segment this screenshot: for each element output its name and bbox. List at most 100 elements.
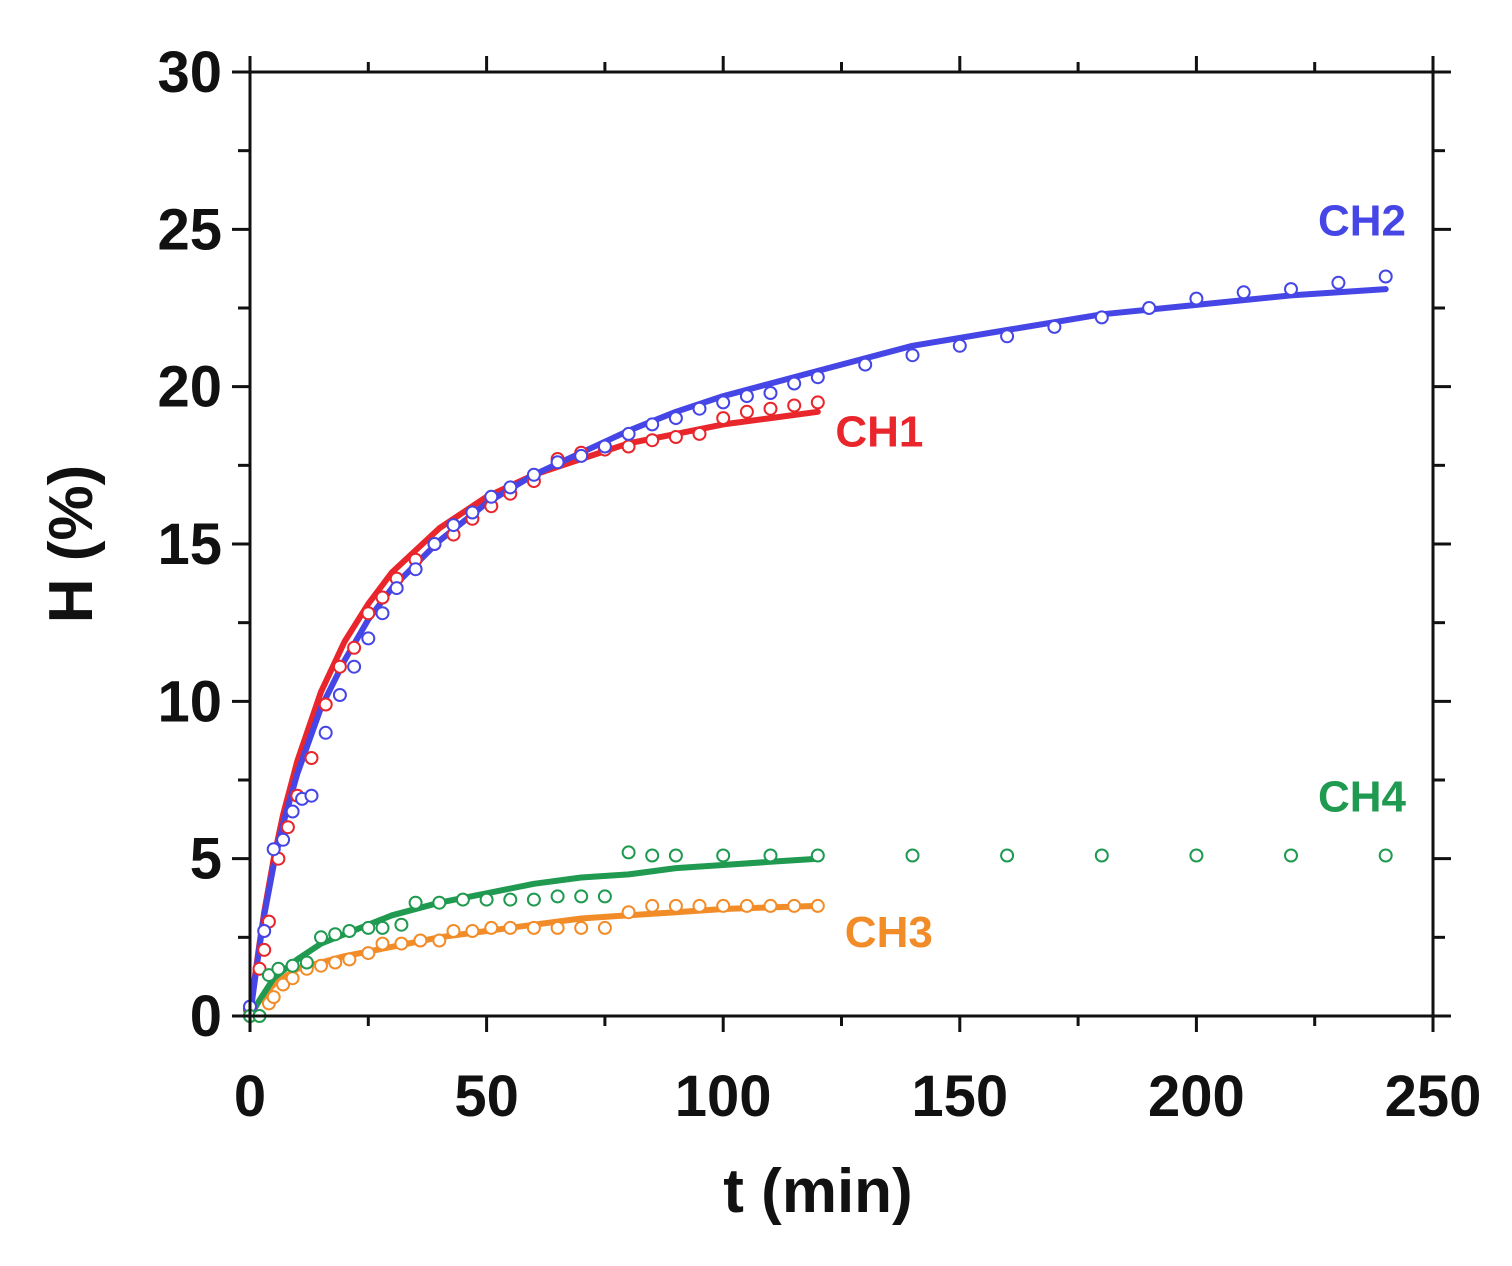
data-point-ch1	[361, 606, 376, 621]
data-point-ch4	[645, 848, 660, 863]
data-point-ch3	[484, 920, 499, 935]
data-point-ch2	[347, 659, 362, 674]
data-point-ch1	[318, 697, 333, 712]
data-point-ch3	[716, 898, 731, 913]
data-point-ch1	[763, 401, 778, 416]
data-point-ch3	[645, 898, 660, 913]
data-point-ch2	[276, 832, 291, 847]
y-tick-label: 30	[157, 40, 222, 105]
data-point-ch4	[574, 889, 589, 904]
y-tick-label: 25	[157, 197, 222, 262]
data-point-ch1	[347, 640, 362, 655]
data-point-ch2	[787, 376, 802, 391]
data-point-ch4	[526, 892, 541, 907]
data-point-ch4	[432, 895, 447, 910]
data-point-ch2	[952, 338, 967, 353]
data-point-ch4	[810, 848, 825, 863]
x-axis-title: t (min)	[723, 1157, 912, 1226]
x-tick-label: 50	[454, 1064, 519, 1129]
data-point-ch1	[810, 395, 825, 410]
data-point-ch1	[716, 411, 731, 426]
data-point-ch4	[299, 955, 314, 970]
series-label-ch4: CH4	[1318, 772, 1407, 821]
data-point-ch2	[361, 631, 376, 646]
data-point-ch2	[446, 518, 461, 533]
data-point-ch1	[645, 433, 660, 448]
data-point-ch2	[1331, 275, 1346, 290]
data-point-ch2	[668, 411, 683, 426]
data-point-ch3	[597, 920, 612, 935]
data-point-ch4	[314, 930, 328, 945]
data-point-ch2	[692, 401, 707, 416]
data-point-ch3	[446, 924, 461, 938]
data-point-ch2	[716, 395, 731, 410]
data-point-ch3	[276, 977, 291, 992]
series-labels: CH2 CH1 CH4 CH3	[835, 197, 1406, 957]
data-point-ch4	[1094, 848, 1109, 863]
series-label-ch3: CH3	[845, 908, 933, 957]
data-point-ch3	[413, 933, 428, 948]
data-point-ch2	[257, 924, 272, 938]
series-label-ch1: CH1	[835, 407, 923, 456]
data-point-ch2	[526, 467, 541, 482]
data-point-ch3	[503, 920, 518, 935]
data-point-ch2	[858, 357, 873, 372]
data-point-ch2	[375, 606, 390, 621]
data-point-ch3	[375, 936, 390, 951]
data-point-ch3	[668, 898, 683, 913]
data-point-ch3	[787, 898, 802, 913]
tick-labels: 0 50 100 150 200 250 0 5 10 15 20 25 30	[157, 40, 1481, 1129]
data-point-ch2	[484, 489, 499, 504]
data-point-ch2	[503, 480, 518, 495]
data-point-ch2	[1378, 269, 1393, 284]
y-tick-label: 10	[157, 669, 222, 734]
data-point-ch4	[716, 848, 731, 863]
data-point-ch1	[332, 659, 347, 674]
axis-ticks	[232, 56, 1451, 1032]
data-point-ch3	[692, 898, 707, 913]
data-point-ch1	[252, 961, 267, 976]
data-point-ch2	[285, 804, 300, 819]
data-point-ch1	[739, 404, 754, 419]
data-point-ch4	[408, 895, 423, 910]
data-point-ch1	[280, 820, 295, 835]
data-point-ch4	[621, 845, 636, 860]
data-point-ch2	[621, 426, 636, 441]
data-point-ch3	[763, 898, 778, 913]
data-point-ch4	[394, 917, 409, 932]
data-point-ch1	[668, 430, 683, 444]
y-tick-label: 5	[190, 827, 222, 892]
data-point-ch4	[550, 889, 565, 904]
data-point-ch3	[394, 936, 409, 951]
data-point-ch3	[526, 920, 541, 935]
data-point-ch3	[266, 990, 281, 1005]
y-tick-label: 0	[190, 984, 222, 1049]
data-point-ch4	[503, 892, 518, 907]
data-point-ch2	[408, 562, 423, 577]
data-point-ch4	[1189, 848, 1204, 863]
data-point-ch2	[574, 448, 589, 463]
data-point-ch1	[621, 439, 636, 454]
data-point-ch2	[304, 788, 319, 803]
data-point-ch2	[1236, 285, 1251, 300]
data-point-ch1	[375, 590, 390, 605]
data-point-ch2	[550, 455, 565, 470]
data-point-ch3	[342, 952, 357, 967]
data-point-ch2	[1189, 291, 1204, 306]
data-point-ch2	[318, 725, 333, 740]
data-point-ch3	[328, 955, 343, 970]
data-point-ch2	[1047, 319, 1062, 334]
y-axis-title: H (%)	[37, 465, 106, 623]
data-point-ch4	[261, 968, 276, 983]
data-point-ch2	[1142, 301, 1157, 315]
data-point-ch4	[455, 892, 470, 907]
data-point-ch3	[574, 920, 589, 935]
x-tick-label: 100	[675, 1064, 772, 1129]
data-point-ch3	[621, 905, 636, 920]
data-point-ch2	[427, 537, 442, 551]
data-point-ch2	[465, 505, 480, 520]
data-point-ch4	[328, 927, 343, 942]
series-label-ch2: CH2	[1318, 197, 1406, 246]
x-tick-label: 0	[234, 1064, 266, 1129]
